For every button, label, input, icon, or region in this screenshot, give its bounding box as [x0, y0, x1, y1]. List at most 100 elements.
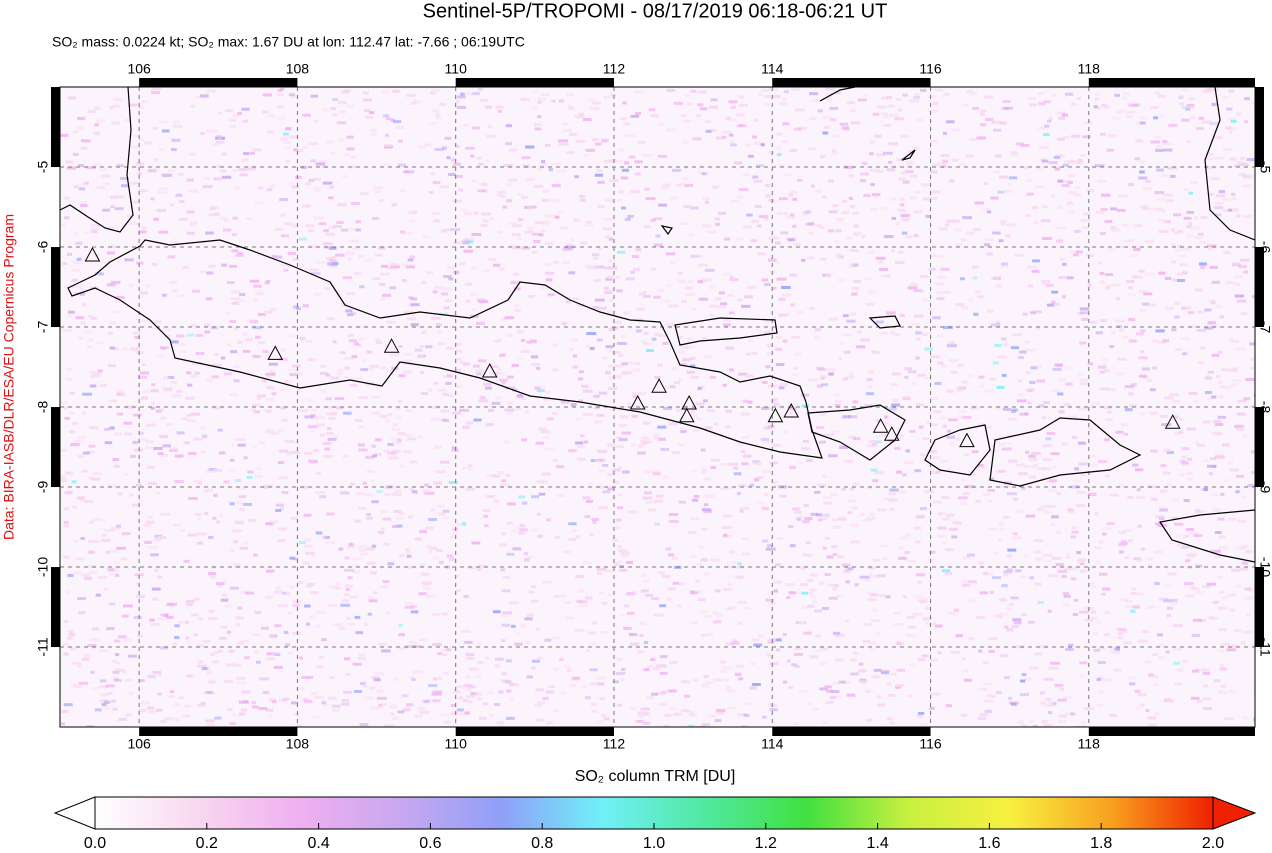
speckle: [313, 416, 319, 420]
speckle: [1144, 239, 1155, 243]
speckle: [476, 675, 482, 679]
speckle: [354, 418, 363, 422]
speckle: [1095, 331, 1104, 335]
speckle: [801, 404, 810, 408]
speckle: [313, 120, 319, 124]
speckle: [457, 95, 466, 99]
speckle: [909, 99, 920, 103]
speckle: [1185, 471, 1193, 475]
speckle: [1234, 424, 1244, 428]
speckle: [1223, 251, 1231, 255]
speckle: [1241, 716, 1250, 720]
speckle: [243, 152, 250, 156]
speckle: [1177, 278, 1186, 282]
speckle: [1186, 427, 1196, 431]
speckle: [141, 363, 146, 367]
speckle: [280, 348, 286, 352]
speckle: [391, 716, 399, 720]
speckle: [1004, 625, 1009, 629]
speckle: [425, 544, 432, 548]
speckle: [442, 721, 450, 725]
speckle: [291, 224, 298, 228]
frame-band: [139, 78, 298, 87]
speckle: [623, 311, 630, 315]
speckle: [683, 183, 694, 187]
speckle: [709, 304, 719, 308]
speckle: [366, 516, 373, 520]
speckle: [865, 718, 873, 722]
speckle: [1079, 341, 1087, 345]
speckle: [341, 699, 349, 703]
colorbar-tick-label: 1.6: [978, 835, 1000, 852]
speckle: [679, 182, 688, 186]
speckle: [545, 278, 553, 282]
speckle: [378, 704, 383, 708]
speckle: [326, 412, 335, 416]
speckle: [718, 291, 726, 295]
speckle: [1116, 297, 1121, 301]
speckle: [163, 717, 174, 721]
speckle: [598, 247, 603, 251]
speckle: [1033, 539, 1044, 543]
speckle: [252, 354, 261, 358]
speckle: [80, 200, 87, 204]
speckle: [857, 98, 867, 102]
speckle: [760, 143, 765, 147]
speckle: [942, 131, 948, 135]
speckle: [130, 347, 141, 351]
speckle: [151, 90, 160, 94]
speckle: [618, 438, 628, 442]
speckle: [888, 142, 898, 146]
speckle: [538, 286, 546, 290]
speckle: [243, 456, 248, 460]
speckle: [1067, 510, 1076, 514]
speckle: [1235, 474, 1245, 478]
speckle: [709, 313, 715, 317]
speckle: [755, 476, 764, 480]
speckle: [155, 409, 162, 413]
speckle: [1012, 532, 1018, 536]
speckle: [822, 131, 829, 135]
speckle: [295, 687, 304, 691]
volcano: [481, 362, 498, 378]
speckle: [1152, 683, 1158, 687]
speckle: [876, 419, 881, 423]
speckle: [883, 115, 890, 119]
speckle: [269, 370, 275, 374]
speckle: [1159, 508, 1168, 512]
speckle: [213, 468, 223, 472]
speckle: [757, 252, 766, 256]
speckle: [744, 295, 753, 299]
speckle: [190, 104, 195, 108]
speckle: [152, 597, 159, 601]
speckle: [1203, 488, 1209, 492]
speckle: [913, 314, 924, 318]
speckle: [1058, 276, 1067, 280]
speckle: [346, 616, 352, 620]
speckle: [668, 519, 679, 523]
speckle: [616, 506, 624, 510]
speckle: [591, 621, 597, 625]
speckle: [666, 283, 671, 287]
speckle: [150, 406, 155, 410]
speckle: [223, 480, 230, 484]
speckle: [594, 265, 600, 269]
speckle: [660, 447, 669, 451]
speckle: [621, 168, 630, 172]
speckle: [1128, 286, 1134, 290]
speckle: [200, 131, 205, 135]
speckle: [906, 164, 913, 168]
speckle: [892, 398, 899, 402]
x-tick-label: 114: [761, 61, 784, 77]
colorbar-tick-label: 1.2: [755, 835, 777, 852]
speckle: [537, 100, 542, 104]
speckle: [1235, 347, 1246, 351]
speckle: [188, 496, 198, 500]
speckle: [1083, 212, 1091, 216]
speckle: [180, 350, 187, 354]
speckle: [226, 630, 232, 634]
speckle: [673, 101, 683, 105]
speckle: [397, 710, 405, 714]
speckle: [711, 128, 717, 132]
speckle: [1124, 408, 1133, 412]
